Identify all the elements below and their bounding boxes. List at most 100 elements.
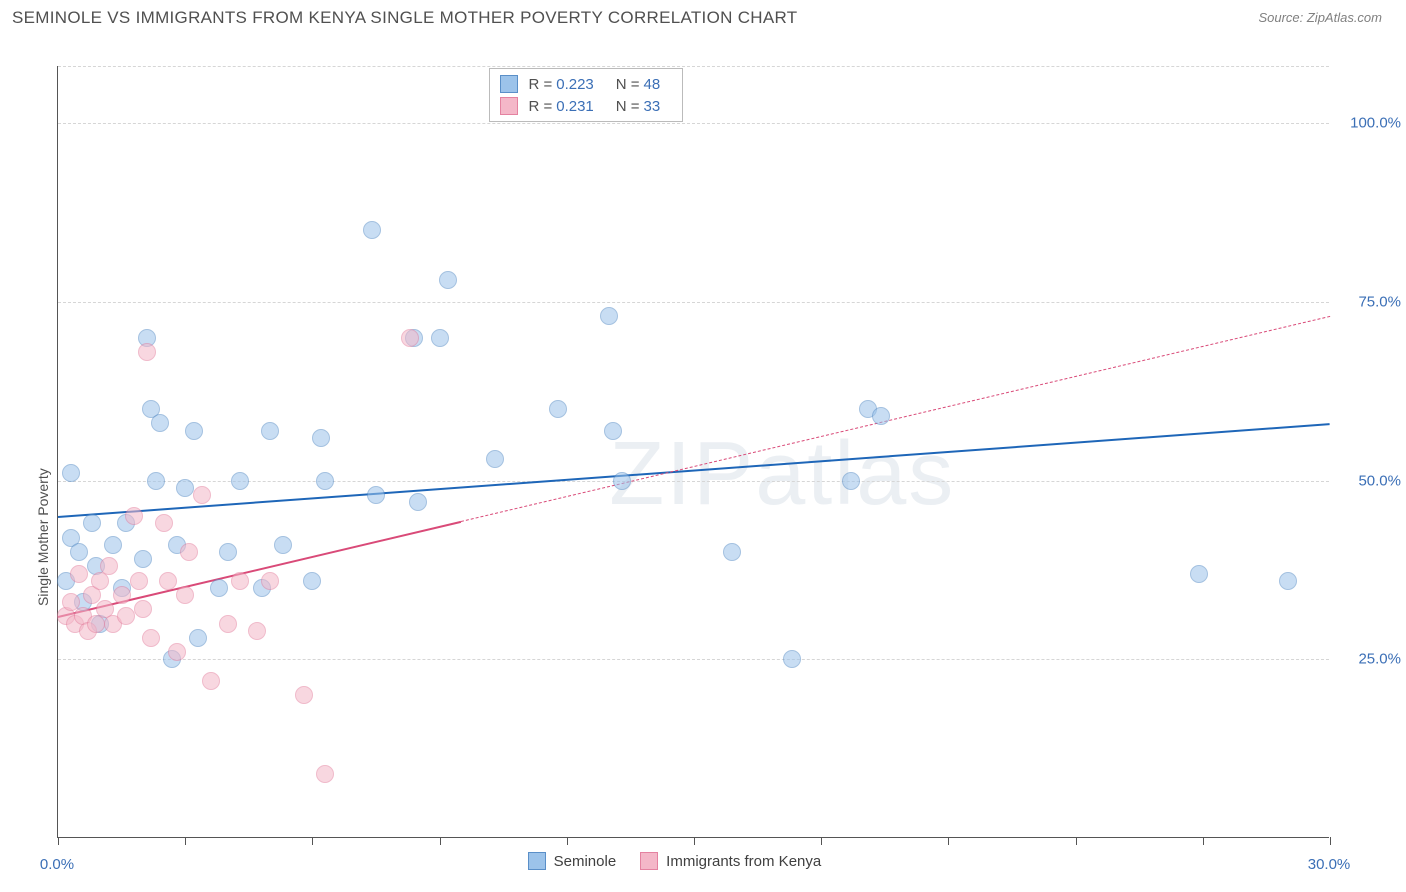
data-point <box>180 543 198 561</box>
x-tick <box>1330 837 1331 845</box>
data-point <box>486 450 504 468</box>
data-point <box>231 472 249 490</box>
data-point <box>176 479 194 497</box>
data-point <box>439 271 457 289</box>
n-label: N = <box>616 98 640 115</box>
r-value: 0.231 <box>556 98 594 115</box>
data-point <box>168 643 186 661</box>
x-tick <box>1076 837 1077 845</box>
data-point <box>151 414 169 432</box>
data-point <box>316 765 334 783</box>
data-point <box>100 557 118 575</box>
trend-line <box>461 316 1330 522</box>
gridline-h <box>58 659 1329 660</box>
y-axis-title: Single Mother Poverty <box>35 469 51 607</box>
source-name: ZipAtlas.com <box>1307 10 1382 25</box>
data-point <box>142 629 160 647</box>
data-point <box>70 565 88 583</box>
legend-stats: R =0.223N =48R =0.231N =33 <box>489 68 683 122</box>
data-point <box>125 507 143 525</box>
data-point <box>231 572 249 590</box>
legend-stats-row: R =0.223N =48 <box>500 73 672 95</box>
gridline-h <box>58 66 1329 67</box>
data-point <box>147 472 165 490</box>
data-point <box>409 493 427 511</box>
data-point <box>159 572 177 590</box>
legend-series-label: Seminole <box>554 853 617 870</box>
data-point <box>295 686 313 704</box>
x-tick <box>567 837 568 845</box>
data-point <box>723 543 741 561</box>
source-attribution: Source: ZipAtlas.com <box>1258 9 1382 27</box>
data-point <box>401 329 419 347</box>
legend-series-item: Seminole <box>528 852 617 870</box>
watermark: ZIPatlas <box>609 423 955 526</box>
data-point <box>117 607 135 625</box>
legend-swatch <box>500 97 518 115</box>
data-point <box>185 422 203 440</box>
legend-series-item: Immigrants from Kenya <box>640 852 821 870</box>
data-point <box>155 514 173 532</box>
legend-series-label: Immigrants from Kenya <box>666 853 821 870</box>
x-tick-label: 30.0% <box>1308 856 1351 873</box>
source-prefix: Source: <box>1258 10 1306 25</box>
data-point <box>62 464 80 482</box>
legend-stats-row: R =0.231 N =33 <box>500 95 672 117</box>
x-tick <box>58 837 59 845</box>
data-point <box>210 579 228 597</box>
data-point <box>189 629 207 647</box>
x-tick-label: 0.0% <box>40 856 74 873</box>
data-point <box>872 407 890 425</box>
data-point <box>104 536 122 554</box>
r-label: R = <box>528 76 552 93</box>
data-point <box>783 650 801 668</box>
chart-title: SEMINOLE VS IMMIGRANTS FROM KENYA SINGLE… <box>12 8 797 28</box>
gridline-h <box>58 302 1329 303</box>
data-point <box>842 472 860 490</box>
data-point <box>219 615 237 633</box>
legend-swatch <box>528 852 546 870</box>
legend-series: Seminole Immigrants from Kenya <box>528 852 822 870</box>
data-point <box>138 343 156 361</box>
data-point <box>113 586 131 604</box>
trend-line <box>58 423 1330 518</box>
n-value: 33 <box>644 98 661 115</box>
x-tick <box>185 837 186 845</box>
data-point <box>367 486 385 504</box>
data-point <box>312 429 330 447</box>
data-point <box>70 543 88 561</box>
y-tick-label: 75.0% <box>1341 293 1401 310</box>
x-tick <box>1203 837 1204 845</box>
data-point <box>134 600 152 618</box>
y-tick-label: 50.0% <box>1341 472 1401 489</box>
x-tick <box>948 837 949 845</box>
data-point <box>303 572 321 590</box>
y-tick-label: 100.0% <box>1341 115 1401 132</box>
data-point <box>604 422 622 440</box>
data-point <box>613 472 631 490</box>
legend-swatch <box>640 852 658 870</box>
data-point <box>261 422 279 440</box>
data-point <box>600 307 618 325</box>
data-point <box>193 486 211 504</box>
data-point <box>1190 565 1208 583</box>
x-tick <box>312 837 313 845</box>
data-point <box>130 572 148 590</box>
data-point <box>261 572 279 590</box>
data-point <box>549 400 567 418</box>
data-point <box>431 329 449 347</box>
x-tick <box>440 837 441 845</box>
data-point <box>248 622 266 640</box>
trend-line <box>58 521 461 618</box>
legend-swatch <box>500 75 518 93</box>
gridline-h <box>58 123 1329 124</box>
data-point <box>202 672 220 690</box>
x-tick <box>694 837 695 845</box>
x-tick <box>821 837 822 845</box>
r-label: R = <box>528 98 552 115</box>
data-point <box>316 472 334 490</box>
data-point <box>176 586 194 604</box>
data-point <box>83 514 101 532</box>
data-point <box>274 536 292 554</box>
n-value: 48 <box>644 76 661 93</box>
